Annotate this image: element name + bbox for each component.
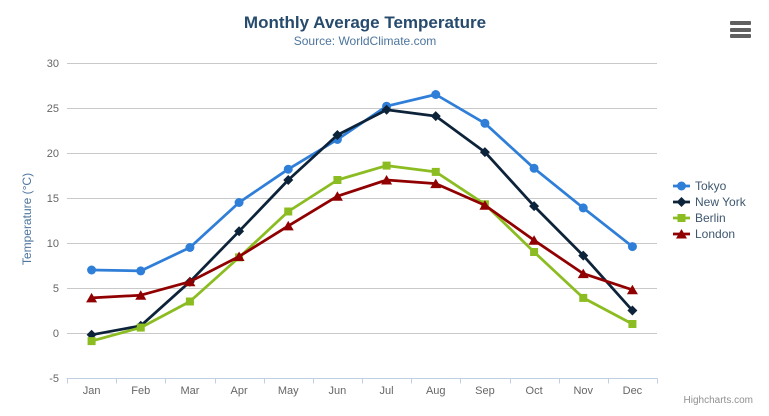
data-point-marker[interactable] — [431, 90, 441, 99]
legend-marker-icon — [673, 181, 690, 191]
legend-marker-icon — [673, 229, 690, 239]
hamburger-menu-icon — [730, 21, 751, 25]
data-point-marker[interactable] — [627, 242, 637, 252]
series-line-berlin[interactable] — [90, 164, 634, 343]
y-axis-label: 20 — [47, 148, 59, 160]
data-point-marker[interactable] — [677, 214, 686, 222]
data-point-marker[interactable] — [381, 175, 393, 185]
chart-subtitle: Source: WorldClimate.com — [293, 34, 437, 48]
data-point-marker[interactable] — [530, 248, 539, 256]
export-menu-button[interactable] — [730, 21, 751, 38]
data-point-marker[interactable] — [333, 176, 342, 184]
data-point-marker[interactable] — [185, 297, 194, 306]
legend: Tokyo New York Berlin London — [673, 178, 746, 242]
data-point-marker[interactable] — [430, 111, 441, 122]
legend-marker-icon — [673, 214, 690, 222]
data-point-marker[interactable] — [430, 178, 442, 189]
data-point-marker[interactable] — [234, 226, 245, 237]
data-point-marker[interactable] — [136, 323, 145, 332]
data-point-marker[interactable] — [529, 201, 540, 212]
y-axis-label: 5 — [53, 283, 59, 295]
series-new-york[interactable] — [86, 104, 638, 340]
x-axis-label: Dec — [623, 385, 643, 397]
y-axis-label: -5 — [49, 373, 59, 385]
series-line-new-york[interactable] — [90, 108, 634, 337]
data-point-marker[interactable] — [626, 284, 638, 295]
data-point-marker[interactable] — [577, 268, 589, 279]
x-axis-label: Sep — [475, 385, 495, 397]
data-point-marker[interactable] — [676, 197, 687, 207]
data-point-marker[interactable] — [233, 251, 245, 262]
data-point-marker[interactable] — [479, 200, 491, 210]
series-tokyo[interactable] — [87, 90, 637, 276]
x-axis-label: Apr — [231, 385, 248, 397]
data-point-marker[interactable] — [87, 265, 97, 275]
hamburger-menu-icon — [730, 34, 751, 38]
data-point-marker[interactable] — [283, 175, 294, 185]
legend-item-label: London — [695, 227, 736, 241]
x-axis-label: Mar — [180, 385, 199, 397]
x-axis-label: Oct — [526, 385, 543, 397]
data-point-marker[interactable] — [87, 337, 96, 346]
data-point-marker[interactable] — [529, 163, 539, 173]
credits-link[interactable]: Highcharts.com — [683, 395, 753, 406]
data-point-marker[interactable] — [628, 320, 637, 328]
data-point-marker[interactable] — [480, 118, 490, 128]
chart-title: Monthly Average Temperature — [243, 13, 487, 32]
data-point-marker[interactable] — [578, 250, 589, 261]
legend-item-berlin[interactable]: Berlin — [673, 210, 746, 226]
data-point-marker[interactable] — [381, 104, 392, 115]
legend-item-tokyo[interactable]: Tokyo — [673, 178, 746, 194]
series-line-london[interactable] — [90, 178, 634, 300]
data-point-marker[interactable] — [234, 198, 244, 207]
x-axis-label: Jan — [83, 385, 101, 397]
data-point-marker[interactable] — [184, 276, 196, 287]
series-london[interactable] — [86, 175, 638, 303]
legend-item-new-york[interactable]: New York — [673, 194, 746, 210]
data-point-marker[interactable] — [479, 147, 490, 158]
data-point-marker[interactable] — [676, 229, 687, 239]
legend-item-label: Tokyo — [695, 179, 727, 193]
legend-marker-icon — [673, 197, 690, 207]
data-point-marker[interactable] — [382, 161, 391, 170]
data-point-marker[interactable] — [284, 207, 293, 216]
data-point-marker[interactable] — [283, 164, 293, 174]
legend-item-label: New York — [695, 195, 746, 209]
legend-item-label: Berlin — [695, 211, 726, 225]
data-point-marker[interactable] — [528, 235, 540, 245]
hamburger-menu-icon — [730, 27, 751, 32]
data-point-marker[interactable] — [578, 203, 588, 213]
data-point-marker[interactable] — [136, 266, 146, 276]
data-point-marker[interactable] — [282, 220, 294, 231]
y-axis-label: 15 — [47, 193, 59, 205]
data-point-marker[interactable] — [332, 130, 343, 140]
x-axis-label: Aug — [426, 385, 446, 397]
x-axis-label: Jul — [380, 385, 394, 397]
x-axis-label: Nov — [573, 385, 593, 397]
data-point-marker[interactable] — [579, 293, 588, 302]
y-axis-label: 30 — [47, 58, 59, 70]
x-axis-label: Jun — [329, 385, 347, 397]
x-axis-label: May — [278, 385, 299, 397]
data-point-marker[interactable] — [677, 181, 686, 191]
legend-item-london[interactable]: London — [673, 226, 746, 242]
data-point-marker[interactable] — [185, 243, 195, 252]
data-point-marker[interactable] — [331, 191, 343, 201]
data-point-marker[interactable] — [431, 167, 440, 176]
y-axis-label: 25 — [47, 103, 59, 115]
x-axis-label: Feb — [131, 385, 150, 397]
data-point-marker[interactable] — [135, 290, 147, 300]
y-axis-label: 10 — [47, 238, 59, 250]
data-point-marker[interactable] — [86, 292, 98, 303]
y-axis-label: 0 — [53, 328, 59, 340]
data-point-marker[interactable] — [627, 305, 638, 316]
